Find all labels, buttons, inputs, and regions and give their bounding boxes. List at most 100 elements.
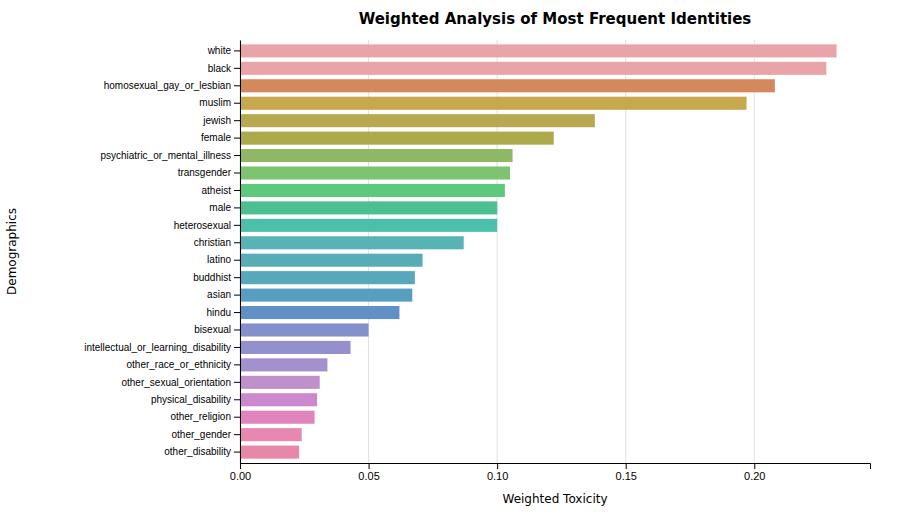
- tick-mark: [234, 347, 240, 348]
- tick-label: 0.10: [487, 470, 508, 482]
- tick-mark: [234, 434, 240, 435]
- tick: muslim: [199, 97, 240, 108]
- axis-line: [240, 41, 241, 464]
- tick-mark: [234, 68, 240, 69]
- bar: [240, 114, 595, 127]
- bar: [240, 393, 317, 406]
- tick-label: hindu: [207, 307, 231, 318]
- tick-label: 0.20: [744, 470, 765, 482]
- tick-label: 0.05: [358, 470, 379, 482]
- tick: bisexual: [194, 324, 240, 335]
- tick: hindu: [207, 307, 240, 318]
- tick-mark: [234, 399, 240, 400]
- tick: black: [208, 63, 240, 74]
- bar: [240, 97, 747, 110]
- bar: [240, 62, 826, 75]
- bar: [240, 132, 554, 145]
- tick: atheist: [202, 185, 240, 196]
- tick-mark: [234, 120, 240, 121]
- tick-mark: [234, 452, 240, 453]
- tick-label: atheist: [202, 185, 232, 196]
- tick-mark: [234, 103, 240, 104]
- tick-label: jewish: [202, 115, 231, 126]
- bar: [240, 376, 320, 389]
- tick-label: asian: [207, 289, 231, 300]
- tick-mark: [234, 417, 240, 418]
- tick-mark: [234, 207, 240, 208]
- tick-label: white: [207, 45, 232, 56]
- tick: buddhist: [193, 272, 240, 283]
- tick: other_sexual_orientation: [121, 377, 240, 388]
- tick-mark: [626, 463, 627, 469]
- tick-mark: [234, 295, 240, 296]
- tick: 0.00: [230, 463, 251, 482]
- tick: christian: [194, 237, 240, 248]
- tick: white: [207, 45, 240, 56]
- tick: other_race_or_ethnicity: [126, 359, 240, 370]
- tick-mark: [234, 50, 240, 51]
- x-axis-title: Weighted Toxicity: [502, 492, 607, 506]
- tick-label: 0.15: [616, 470, 637, 482]
- bar: [240, 428, 302, 441]
- bar: [240, 219, 497, 232]
- y-axis: white black homosexual_gay_or_lesbianmusli…: [84, 41, 240, 464]
- tick-mark: [234, 190, 240, 191]
- tick-label: other_disability: [164, 446, 231, 457]
- tick-label: female: [201, 132, 231, 143]
- plot-area: 0.00 0.05 0.10 0.15 0.20 white black homosexual…: [84, 40, 870, 482]
- bar: [240, 44, 837, 57]
- y-axis-title: Demographics: [5, 208, 19, 295]
- tick-mark: [240, 463, 241, 469]
- tick-mark: [234, 242, 240, 243]
- bar: [240, 201, 497, 214]
- tick: male: [209, 202, 240, 213]
- tick-label: other_religion: [170, 411, 231, 422]
- tick-label: transgender: [178, 167, 232, 178]
- bar: [240, 358, 327, 371]
- bar: [240, 166, 510, 179]
- tick: other_religion: [170, 411, 240, 422]
- tick-label: latino: [207, 254, 231, 265]
- tick-mark: [234, 138, 240, 139]
- tick: asian: [207, 289, 240, 300]
- bar: [240, 341, 351, 354]
- tick: physical_disability: [151, 394, 240, 405]
- tick-label: buddhist: [193, 272, 231, 283]
- bar: [240, 271, 415, 284]
- axis-line: [241, 464, 871, 470]
- tick-label: muslim: [199, 97, 231, 108]
- bars: [240, 44, 837, 458]
- bar: [240, 79, 775, 92]
- tick-mark: [497, 463, 498, 469]
- tick-mark: [369, 463, 370, 469]
- tick-mark: [234, 225, 240, 226]
- bar: [240, 254, 423, 267]
- bar: [240, 149, 513, 162]
- tick-label: male: [209, 202, 231, 213]
- bar: [240, 323, 369, 336]
- bar: [240, 236, 464, 249]
- tick-label: other_sexual_orientation: [121, 377, 231, 388]
- tick-mark: [234, 155, 240, 156]
- tick-label: black: [208, 63, 232, 74]
- tick-mark: [234, 173, 240, 174]
- tick: latino: [207, 254, 240, 265]
- tick-label: 0.00: [230, 470, 251, 482]
- bar: [240, 446, 299, 459]
- tick-label: heterosexual: [174, 220, 231, 231]
- tick: female: [201, 132, 240, 143]
- tick-label: christian: [194, 237, 231, 248]
- tick-label: physical_disability: [151, 394, 231, 405]
- tick-mark: [234, 329, 240, 330]
- tick: jewish: [202, 115, 240, 126]
- tick: homosexual_gay_or_lesbian: [104, 80, 240, 91]
- tick-mark: [234, 277, 240, 278]
- tick-mark: [234, 382, 240, 383]
- tick-mark: [234, 85, 240, 86]
- tick-mark: [234, 364, 240, 365]
- tick-label: psychiatric_or_mental_illness: [100, 150, 231, 161]
- tick-mark: [754, 463, 755, 469]
- tick-mark: [234, 260, 240, 261]
- tick: transgender: [178, 167, 240, 178]
- bar: [240, 411, 315, 424]
